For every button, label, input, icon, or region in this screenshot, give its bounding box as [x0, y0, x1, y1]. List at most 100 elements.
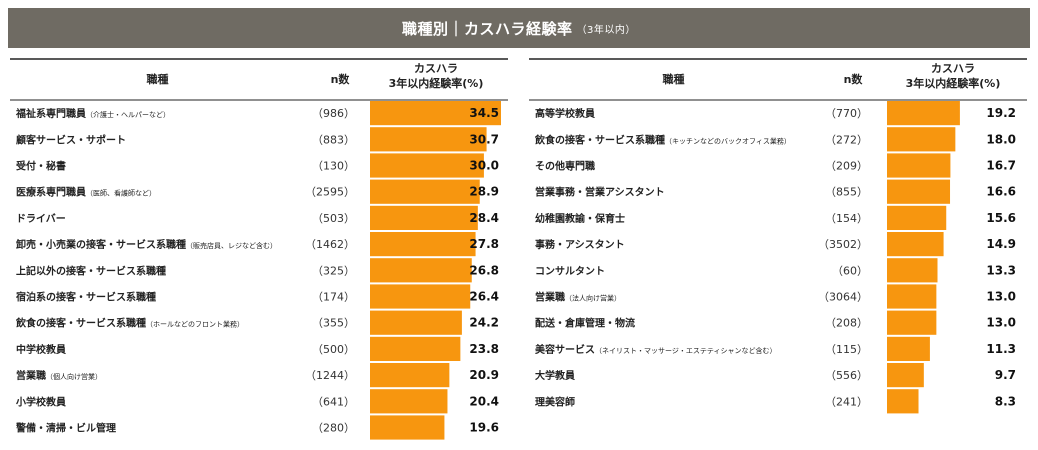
right-bar — [887, 179, 951, 204]
category-name: 大学教員 — [535, 369, 575, 382]
left-value-label: 26.4 — [469, 290, 499, 304]
title-banner: 職種別｜カスハラ経験率 （3年以内） — [8, 8, 1030, 48]
left-n-value: （280） — [312, 422, 355, 435]
right-header-job: 職種 — [663, 72, 685, 86]
right-bar — [887, 153, 951, 178]
right-category-label: 美容サービス（ネイリスト・マッサージ・エステティシャンなど含む） — [535, 343, 776, 356]
left-bar — [370, 205, 478, 230]
left-header-rate-line2: 3年以内経験率(%) — [389, 76, 484, 90]
left-category-label: 福祉系専門職員（介護士・ヘルパーなど） — [15, 107, 170, 120]
category-name: 高等学校教員 — [535, 107, 595, 120]
right-value-label: 9.7 — [995, 368, 1016, 382]
left-bar — [370, 363, 450, 388]
right-value-label: 13.0 — [986, 316, 1016, 330]
right-value-label: 16.6 — [986, 185, 1016, 199]
right-category-label: その他専門職 — [535, 160, 595, 173]
right-n-value: （241） — [825, 395, 868, 408]
category-name: 美容サービス — [535, 343, 595, 356]
right-value-label: 11.3 — [986, 342, 1016, 356]
right-n-value: （272） — [825, 133, 868, 146]
right-n-value: （115） — [825, 343, 868, 356]
left-bar — [370, 258, 472, 283]
right-category-label: 営業職（法人向け営業） — [535, 291, 621, 304]
left-bar — [370, 101, 501, 126]
right-n-value: （209） — [825, 160, 868, 173]
category-note: （介護士・ヘルパーなど） — [86, 110, 170, 119]
right-value-label: 16.7 — [986, 159, 1016, 173]
right-header-rate-line1: カスハラ — [931, 62, 975, 75]
right-n-value: （3502） — [818, 238, 868, 251]
left-value-label: 26.8 — [469, 263, 499, 277]
right-bar — [887, 258, 938, 283]
left-n-value: （986） — [312, 107, 355, 120]
category-name: その他専門職 — [535, 160, 595, 173]
right-n-value: （3064） — [818, 291, 868, 304]
category-note: （キッチンなどのバックオフィス業務） — [665, 136, 791, 145]
category-name: 幼稚園教諭・保育士 — [535, 212, 625, 225]
right-n-value: （60） — [832, 264, 868, 277]
right-header-rate-line2: 3年以内経験率(%) — [906, 76, 1001, 90]
category-note: （ネイリスト・マッサージ・エステティシャンなど含む） — [595, 346, 776, 355]
category-note: （医師、看護師など） — [86, 189, 156, 198]
category-name: 上記以外の接客・サービス系職種 — [16, 264, 166, 277]
left-value-label: 34.5 — [469, 106, 499, 120]
right-n-value: （770） — [825, 107, 868, 120]
left-value-label: 23.8 — [469, 342, 499, 356]
chart-subtitle: （3年以内） — [576, 24, 636, 36]
right-n-value: （855） — [825, 186, 868, 199]
left-n-value: （500） — [312, 343, 355, 356]
left-n-value: （2595） — [305, 186, 355, 199]
left-header-job: 職種 — [147, 72, 169, 86]
category-name: 医療系専門職員 — [16, 186, 86, 199]
category-name: 飲食の接客・サービス系職種 — [15, 317, 146, 330]
category-name: 受付・秘書 — [16, 160, 66, 173]
left-value-label: 24.2 — [469, 316, 499, 330]
left-bar — [370, 415, 445, 440]
left-n-value: （355） — [312, 317, 355, 330]
right-value-label: 18.0 — [986, 132, 1016, 146]
left-value-label: 28.9 — [469, 185, 499, 199]
left-value-label: 19.6 — [469, 421, 499, 435]
category-name: 宿泊系の接客・サービス系職種 — [16, 291, 156, 304]
left-header-n: n数 — [331, 72, 351, 86]
right-category-label: 幼稚園教諭・保育士 — [535, 212, 625, 225]
left-value-label: 20.4 — [469, 394, 499, 408]
category-name: 警備・清掃・ビル管理 — [15, 422, 116, 435]
right-n-value: （154） — [825, 212, 868, 225]
right-bar — [887, 336, 930, 361]
right-bar — [887, 127, 956, 152]
right-n-value: （556） — [825, 369, 868, 382]
left-bar — [370, 153, 484, 178]
left-bar — [370, 389, 448, 414]
category-note: （ホールなどのフロント業務） — [146, 320, 244, 329]
category-note: （法人向け営業） — [565, 294, 621, 303]
left-value-label: 28.4 — [469, 211, 499, 225]
right-value-label: 13.3 — [986, 263, 1016, 277]
right-category-label: 配送・倉庫管理・物流 — [535, 317, 635, 330]
left-bar — [370, 232, 476, 257]
left-bar — [370, 336, 461, 361]
left-n-value: （641） — [312, 395, 355, 408]
right-bar — [887, 363, 924, 388]
category-note: （個人向け営業） — [46, 372, 102, 381]
left-n-value: （503） — [312, 212, 355, 225]
right-category-label: 高等学校教員 — [535, 107, 595, 120]
chart-title: 職種別｜カスハラ経験率 — [402, 19, 573, 38]
category-name: 小学校教員 — [15, 395, 66, 408]
category-note: （販売店員、レジなど含む） — [186, 241, 277, 250]
left-category-label: 受付・秘書 — [16, 160, 66, 173]
right-bar — [887, 389, 919, 414]
left-n-value: （883） — [312, 133, 355, 146]
category-name: 中学校教員 — [16, 343, 66, 356]
category-name: 理美容師 — [535, 395, 575, 408]
right-category-label: 大学教員 — [535, 369, 575, 382]
left-value-label: 30.0 — [469, 159, 499, 173]
left-bar — [370, 310, 462, 335]
right-value-label: 8.3 — [995, 394, 1016, 408]
left-n-value: （325） — [312, 264, 355, 277]
right-value-label: 15.6 — [986, 211, 1016, 225]
category-name: ドライバー — [16, 213, 66, 225]
left-category-label: 飲食の接客・サービス系職種（ホールなどのフロント業務） — [15, 317, 244, 330]
category-name: 事務・アシスタント — [535, 238, 625, 251]
left-n-value: （174） — [312, 291, 355, 304]
